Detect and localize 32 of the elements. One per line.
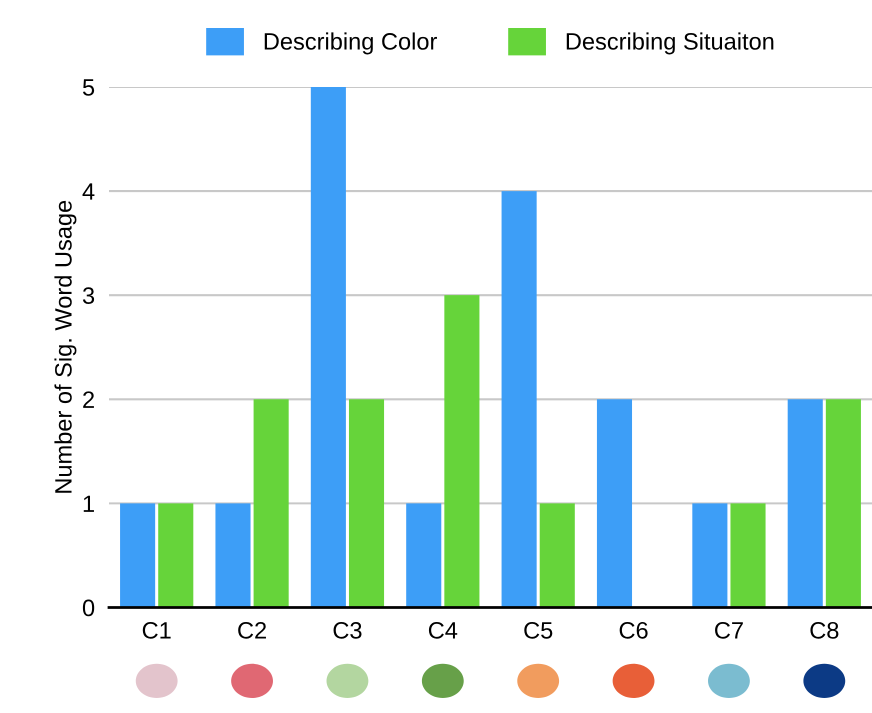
bar — [540, 503, 575, 608]
bar — [730, 503, 766, 608]
y-tick-label: 4 — [82, 183, 94, 200]
x-tick-label: C3 — [334, 622, 362, 639]
x-tick-label: C7 — [715, 622, 743, 639]
legend-label: Describing Situaiton — [566, 32, 774, 54]
x-tick-label: C5 — [524, 622, 552, 639]
bar — [348, 399, 384, 608]
bar — [254, 399, 289, 608]
y-tick-label: 1 — [84, 496, 94, 512]
x-tick-label: C1 — [142, 622, 171, 639]
bar — [826, 399, 861, 608]
y-tick-label: 2 — [83, 391, 94, 408]
bar — [596, 399, 632, 608]
bar — [502, 191, 537, 608]
x-tick-label: C8 — [810, 622, 838, 639]
y-axis-title: Number of Sig. Word Usage — [54, 200, 76, 493]
bar — [788, 399, 823, 608]
y-tick-label: 0 — [82, 600, 94, 616]
bar — [310, 86, 346, 608]
x-tick-label: C4 — [428, 622, 458, 639]
y-tick-label: 5 — [82, 79, 94, 96]
bar — [692, 503, 728, 608]
y-tick-label: 3 — [82, 287, 94, 304]
legend-label: Describing Color — [264, 32, 437, 54]
bar — [158, 503, 194, 608]
bar — [444, 295, 480, 608]
x-tick-label: C2 — [238, 622, 266, 639]
bar — [120, 503, 156, 608]
bar — [406, 503, 442, 608]
bar — [215, 503, 251, 608]
x-tick-label: C6 — [620, 622, 648, 639]
